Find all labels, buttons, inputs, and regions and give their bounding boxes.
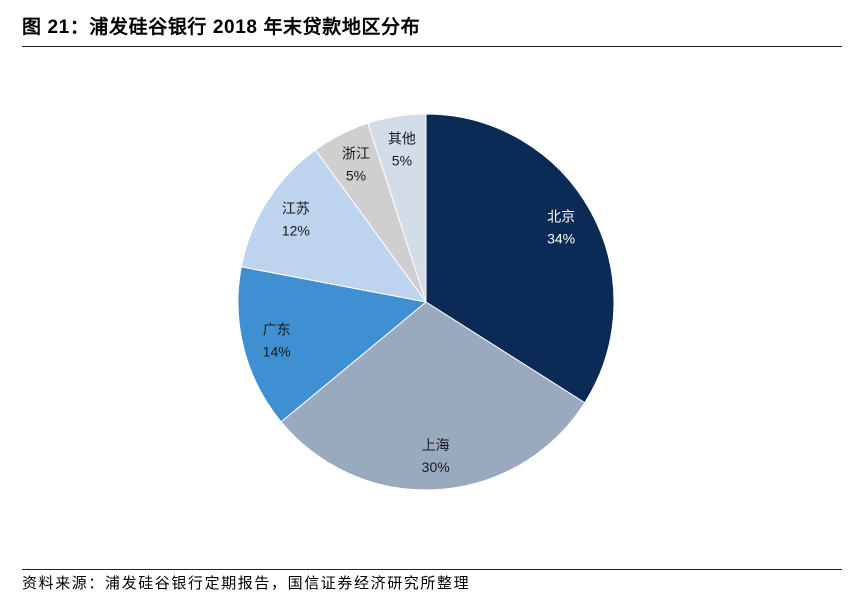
pie-slice-1 xyxy=(425,113,615,404)
pie-slice-4 xyxy=(240,149,428,303)
slice-percent-label-2: 30% xyxy=(422,459,450,475)
slice-percent-label-5: 5% xyxy=(346,168,366,184)
slice-percent-label-3: 14% xyxy=(263,343,291,359)
pie-slice-3 xyxy=(237,266,428,423)
slice-category-label-3: 广东 xyxy=(263,321,291,337)
slice-percent-label-1: 34% xyxy=(547,231,575,247)
slice-category-label-2: 上海 xyxy=(422,437,450,453)
figure-title: 图 21：浦发硅谷银行 2018 年末贷款地区分布 xyxy=(22,17,421,38)
source-divider xyxy=(22,569,842,570)
slice-category-label-5: 浙江 xyxy=(342,146,370,162)
pie-slices xyxy=(237,113,615,491)
slice-percent-label-6: 5% xyxy=(392,153,412,169)
slice-category-label-1: 北京 xyxy=(547,209,575,225)
figure-source: 资料来源：浦发硅谷银行定期报告，国信证券经济研究所整理 xyxy=(22,575,471,592)
slice-category-label-6: 其他 xyxy=(388,131,416,147)
slice-percent-label-4: 12% xyxy=(282,222,310,238)
pie-slice-6 xyxy=(367,113,427,303)
pie-data-labels: 北京 34% 上海 30% 广东 14% 江苏 12% 浙江 5% 其他 5% xyxy=(263,131,575,475)
title-divider xyxy=(22,46,842,47)
pie-slice-2 xyxy=(280,301,586,491)
slice-category-label-4: 江苏 xyxy=(282,200,310,216)
